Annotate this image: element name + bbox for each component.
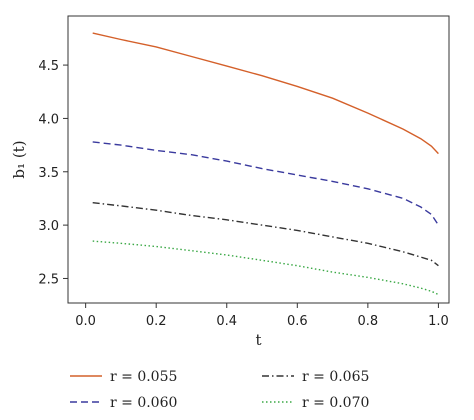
y-axis-title: b₁ (t) [10,140,28,178]
x-axis: 0.0 0.2 0.4 0.6 0.8 1.0 [75,303,449,329]
x-tick-label: 0.6 [287,314,308,329]
y-tick-label: 3.0 [38,219,59,234]
series-line-4 [92,240,439,296]
x-axis-title: t [255,331,261,349]
x-tick-label: 0.0 [75,314,96,329]
series-layer [92,32,439,296]
y-tick-label: 3.5 [38,166,59,181]
plot-frame [67,15,450,304]
series-line-3 [92,202,439,267]
y-axis: 2.5 3.0 3.5 4.0 4.5 [38,59,68,287]
series-line-1 [92,32,439,155]
y-tick-label: 2.5 [38,272,59,287]
series-line-2 [92,141,439,226]
x-tick-label: 0.2 [146,314,167,329]
legend-label: r = 0.060 [110,395,177,411]
y-tick-label: 4.5 [38,59,59,74]
legend-label: r = 0.055 [110,369,177,385]
legend-label: r = 0.070 [302,395,369,411]
x-tick-label: 0.4 [216,314,237,329]
y-tick-label: 4.0 [38,112,59,127]
legend: r = 0.055 r = 0.065 r = 0.060 r = 0.070 [70,369,369,411]
x-tick-label: 1.0 [428,314,449,329]
x-tick-label: 0.8 [358,314,379,329]
legend-label: r = 0.065 [302,369,369,385]
